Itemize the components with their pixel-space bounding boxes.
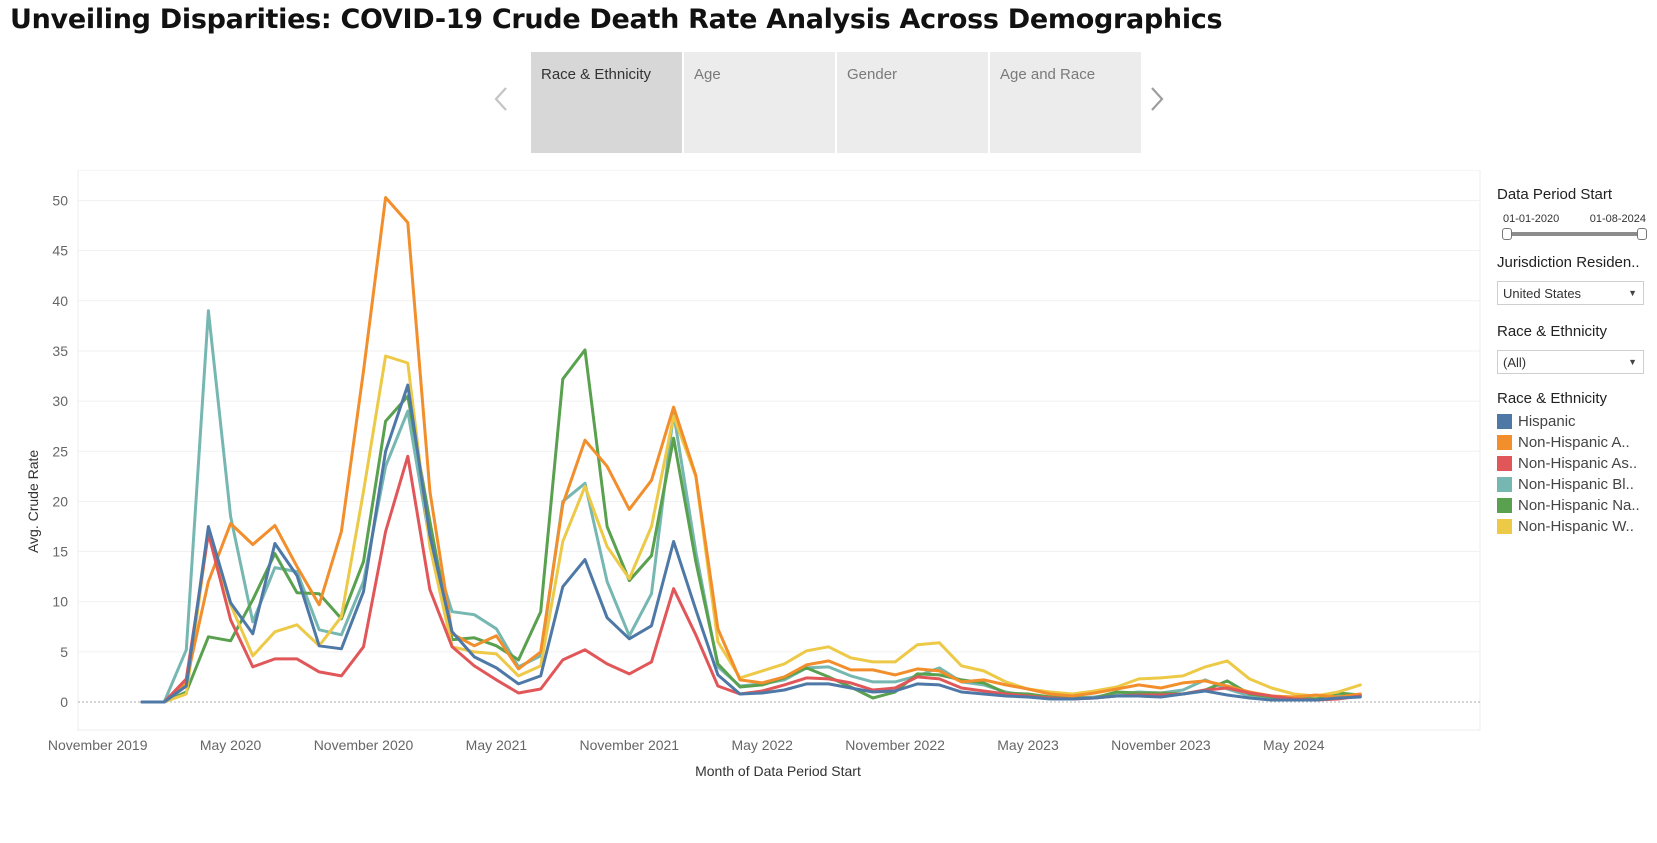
legend-label: Hispanic [1518, 413, 1576, 430]
legend-item-hispanic[interactable]: Hispanic [1497, 411, 1652, 432]
x-tick-label: November 2021 [579, 737, 679, 753]
legend-item-non-hispanic-asian[interactable]: Non-Hispanic As.. [1497, 453, 1652, 474]
legend-item-non-hispanic-black[interactable]: Non-Hispanic Bl.. [1497, 474, 1652, 495]
series-line-non-hispanic-w [140, 354, 1362, 704]
legend-item-non-hispanic-native[interactable]: Non-Hispanic Na.. [1497, 495, 1652, 516]
legend-label: Non-Hispanic W.. [1518, 518, 1634, 535]
tab-age-and-race[interactable]: Age and Race [990, 52, 1141, 153]
tab-race-ethnicity[interactable]: Race & Ethnicity [531, 52, 682, 153]
y-tick-label: 5 [60, 644, 68, 660]
race-selected-value: (All) [1503, 354, 1527, 370]
x-axis-title: Month of Data Period Start [695, 763, 861, 779]
chevron-down-icon: ▼ [1628, 288, 1637, 298]
x-tick-label: November 2019 [48, 737, 148, 753]
x-tick-label: November 2022 [845, 737, 945, 753]
y-tick-label: 10 [52, 594, 68, 610]
x-tick-label: May 2021 [466, 737, 528, 753]
y-tick-label: 40 [52, 293, 68, 309]
line-chart[interactable]: 0 5 10 15 20 25 30 35 40 45 50 November 2019 May 202… [0, 170, 1490, 840]
jurisdiction-dropdown[interactable]: United States ▼ [1497, 281, 1644, 305]
chevron-down-icon: ▼ [1628, 357, 1637, 367]
next-tab-arrow-icon[interactable] [1146, 82, 1168, 116]
series-line-hispanic [140, 383, 1362, 704]
series-line-non-hispanic-na [140, 348, 1362, 704]
date-filter-heading: Data Period Start [1497, 186, 1613, 203]
previous-tab-arrow-icon[interactable] [490, 82, 512, 116]
x-tick-label: May 2020 [200, 737, 262, 753]
legend-item-non-hispanic-american-indian[interactable]: Non-Hispanic A.. [1497, 432, 1652, 453]
jurisdiction-filter-heading: Jurisdiction Residen.. [1497, 254, 1640, 271]
y-tick-label: 15 [52, 544, 68, 560]
y-tick-label: 35 [52, 343, 68, 359]
jurisdiction-selected-value: United States [1503, 285, 1582, 301]
tab-age[interactable]: Age [684, 52, 835, 153]
y-tick-label: 50 [52, 193, 68, 209]
tab-gender[interactable]: Gender [837, 52, 988, 153]
legend-label: Non-Hispanic Na.. [1518, 497, 1640, 514]
plot-area [77, 170, 1481, 731]
race-filter-heading: Race & Ethnicity [1497, 323, 1608, 340]
legend-swatch [1497, 477, 1512, 492]
y-tick-label: 45 [52, 243, 68, 259]
date-range-end: 01-08-2024 [1589, 213, 1646, 225]
dashboard-title: Unveiling Disparities: COVID-19 Crude De… [10, 4, 1223, 35]
legend-swatch [1497, 498, 1512, 513]
date-range-start: 01-01-2020 [1503, 213, 1560, 225]
legend-label: Non-Hispanic As.. [1518, 455, 1638, 472]
legend: Hispanic Non-Hispanic A.. Non-Hispanic A… [1497, 411, 1652, 537]
series-line-non-hispanic-a [140, 196, 1362, 704]
story-tabs: Race & Ethnicity Age Gender Age and Race [531, 52, 1141, 153]
x-tick-label: May 2024 [1263, 737, 1325, 753]
x-tick-label: May 2023 [997, 737, 1059, 753]
date-range-slider[interactable] [1502, 228, 1647, 240]
date-range-end-handle[interactable] [1637, 228, 1647, 240]
date-range-labels: 01-01-2020 01-08-2024 [1497, 213, 1652, 225]
x-tick-label: May 2022 [731, 737, 793, 753]
y-axis-title: Avg. Crude Rate [25, 450, 41, 553]
legend-heading: Race & Ethnicity [1497, 390, 1608, 407]
y-tick-label: 20 [52, 493, 68, 509]
legend-swatch [1497, 435, 1512, 450]
legend-swatch [1497, 456, 1512, 471]
legend-label: Non-Hispanic A.. [1518, 434, 1630, 451]
y-tick-label: 25 [52, 443, 68, 459]
legend-label: Non-Hispanic Bl.. [1518, 476, 1634, 493]
x-tick-label: November 2023 [1111, 737, 1211, 753]
legend-swatch [1497, 414, 1512, 429]
race-ethnicity-dropdown[interactable]: (All) ▼ [1497, 350, 1644, 374]
legend-swatch [1497, 519, 1512, 534]
y-tick-label: 30 [52, 393, 68, 409]
y-tick-label: 0 [60, 694, 68, 710]
date-range-start-handle[interactable] [1502, 228, 1512, 240]
x-tick-label: November 2020 [314, 737, 414, 753]
legend-item-non-hispanic-white[interactable]: Non-Hispanic W.. [1497, 516, 1652, 537]
filter-panel: Data Period Start 01-01-2020 01-08-2024 … [1497, 186, 1652, 537]
